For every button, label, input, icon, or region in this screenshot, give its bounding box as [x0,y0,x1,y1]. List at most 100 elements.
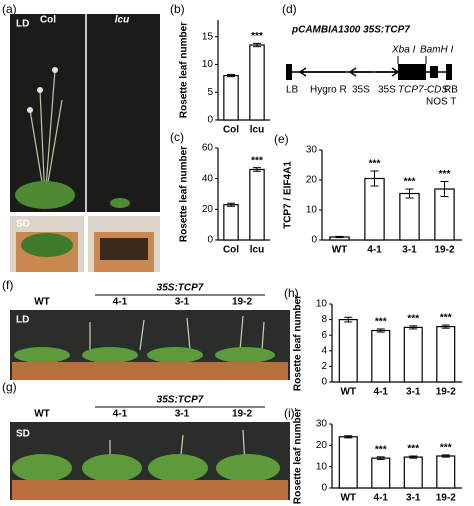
stems [89,315,265,351]
x-tick-label: Col [223,245,239,256]
cds [398,64,426,80]
line-label: WT [34,409,50,420]
bar [249,44,265,121]
x-tick-label: 3-1 [402,245,417,256]
y-axis-title: Rosette leaf number [179,146,190,242]
x-tick-label: Col [223,125,239,136]
element-label: Hygro R [310,85,347,96]
line-label: 19-2 [232,409,252,420]
site-label: BamH I [420,45,454,56]
y-tick-label: 60 [202,143,214,154]
bar [223,74,239,121]
y-tick-label: 2 [321,361,327,372]
y-tick-label: 15 [202,31,214,42]
significance: *** [440,443,452,454]
x-tick-label: 4-1 [374,387,389,398]
bar [223,204,239,241]
bar [249,168,265,241]
significance: *** [404,177,416,188]
x-tick-label: 19-2 [436,387,456,398]
day-label: LD [16,315,29,326]
significance: *** [439,169,451,180]
panel-label: (i) [284,406,295,420]
element-label: NOS T [426,97,456,108]
border [446,64,452,80]
rosettes [14,347,275,363]
soil [100,238,148,260]
panel-label: (e) [274,132,289,146]
line-label: 19-2 [232,297,252,308]
line-label: 3-1 [175,297,190,308]
panel-label: (b) [170,2,185,16]
line-label: 4-1 [113,297,128,308]
x-tick-label: 19-2 [436,493,456,504]
bar [403,456,423,489]
y-tick-label: 10 [316,299,328,310]
bar [371,457,391,489]
construct-label: 35S:TCP7 [157,283,204,294]
element-label: RB [444,85,458,96]
element-label: 35S [378,85,396,96]
y-tick-label: 20 [202,204,214,215]
site-label: Xba I [391,45,416,56]
y-tick-label: 0 [311,235,317,246]
day-label: SD [16,219,30,230]
line-label: WT [34,297,50,308]
x-tick-label: lcu [250,125,264,136]
photo [10,14,160,212]
significance: *** [369,159,381,170]
y-tick-label: 0 [207,115,213,126]
y-axis-title: TCP7 / EIF4A1 [283,161,294,229]
y-tick-label: 30 [306,145,318,156]
terminator [430,66,438,78]
y-tick-label: 8 [321,314,327,325]
y-tick-label: 40 [202,173,214,184]
y-axis-title: Rosette leaf number [293,295,304,391]
bar [338,436,358,489]
border [286,64,292,80]
x-tick-label: lcu [250,245,264,256]
construct-label: 35S:TCP7 [157,395,204,406]
significance: *** [407,444,419,455]
panel-label: (h) [284,286,299,300]
panel-label: (d) [282,2,297,16]
y-tick-label: 20 [306,175,318,186]
plant [29,69,63,201]
y-tick-label: 20 [316,440,328,451]
element-label: 35S [352,85,370,96]
line-label: 3-1 [175,409,190,420]
rosette [21,233,73,257]
y-tick-label: 5 [207,87,213,98]
bar [436,326,456,383]
y-axis-title: Rosette leaf number [179,22,190,118]
panel-label: (c) [170,130,184,144]
y-tick-label: 0 [207,235,213,246]
day-label: LD [16,19,29,30]
pots [12,362,288,380]
y-tick-label: 4 [321,345,327,356]
rosettes [12,454,280,482]
x-tick-label: WT [340,493,356,504]
x-tick-label: 3-1 [406,387,421,398]
x-tick-label: WT [340,387,356,398]
y-axis-title: Rosette leaf number [293,408,304,504]
significance: *** [375,444,387,455]
significance: *** [375,317,387,328]
line-label: 4-1 [113,409,128,420]
panel-label: (f) [2,278,13,292]
x-tick-label: 4-1 [374,493,389,504]
significance: *** [440,313,452,324]
pots [12,480,288,500]
y-tick-label: 0 [321,377,327,388]
rosette [15,67,130,209]
y-tick-label: 0 [321,483,327,494]
x-tick-label: 4-1 [367,245,382,256]
bar [371,329,391,383]
y-tick-label: 10 [316,461,328,472]
promoter-arrow [349,67,401,77]
day-label: SD [16,429,30,440]
element-label: TCP7-CDS [398,85,448,96]
significance: *** [251,31,263,42]
bar [436,455,456,489]
